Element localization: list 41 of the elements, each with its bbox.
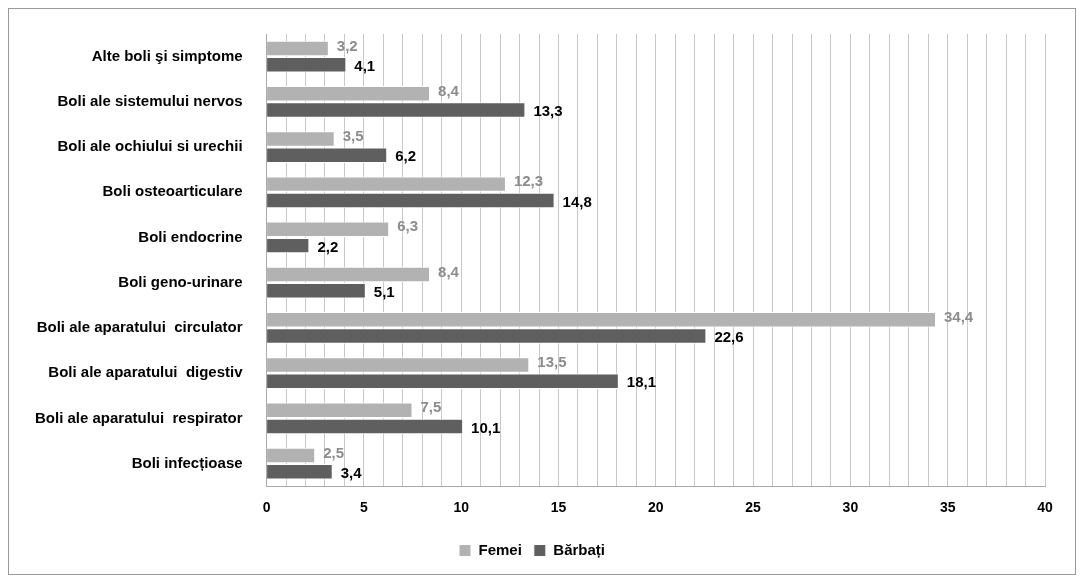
x-tick-label: 20 (647, 499, 664, 516)
x-tick-label: 0 (262, 499, 271, 516)
data-label: 6,3 (397, 217, 419, 235)
x-tick-label: 30 (842, 499, 859, 516)
data-label: 3,4 (340, 463, 363, 481)
y-tick-label: Boli ale ochiului si urechii (57, 137, 243, 155)
data-label: 8,4 (438, 262, 460, 280)
data-label: 3,5 (342, 127, 364, 145)
data-label: 22,6 (714, 328, 744, 346)
data-label: 5,1 (373, 282, 395, 300)
data-label: 10,1 (471, 418, 501, 436)
data-label: 34,4 (944, 307, 974, 325)
data-label: 13,5 (537, 353, 567, 371)
y-tick-label: Boli endocrine (138, 227, 243, 245)
data-label: 4,1 (354, 56, 376, 74)
x-tick-label: 5 (359, 499, 368, 516)
data-label: 8,4 (438, 81, 460, 99)
y-tick-label: Boli geno-urinare (118, 272, 243, 290)
x-tick-label: 40 (1037, 499, 1053, 516)
y-tick-label: Boli ale sistemului nervos (57, 91, 243, 109)
data-label: 18,1 (626, 373, 657, 391)
x-tick-label: 35 (939, 499, 956, 516)
data-label: 2,2 (317, 237, 339, 255)
data-label: 13,3 (533, 102, 563, 120)
data-label: 2,5 (323, 443, 345, 461)
data-label: 3,2 (336, 36, 358, 54)
y-tick-label: Boli ale aparatului respirator (35, 408, 243, 426)
legend-label: Femei (478, 540, 522, 558)
data-label: 7,5 (420, 398, 442, 416)
data-label: 6,2 (395, 147, 417, 165)
y-tick-label: Alte boli şi simptome (91, 46, 243, 64)
legend-label: Bărbați (553, 540, 606, 558)
y-tick-label: Boli ale aparatului circulator (36, 318, 243, 336)
data-label: 12,3 (513, 172, 544, 190)
x-tick-label: 25 (745, 499, 762, 516)
y-tick-label: Boli ale aparatului digestiv (48, 363, 244, 381)
data-label: 14,8 (562, 192, 592, 210)
x-tick-label: 15 (550, 499, 567, 516)
x-tick-label: 10 (453, 499, 470, 516)
y-tick-label: Boli osteoarticulare (102, 182, 243, 200)
y-tick-label: Boli infecțioase (131, 453, 243, 471)
